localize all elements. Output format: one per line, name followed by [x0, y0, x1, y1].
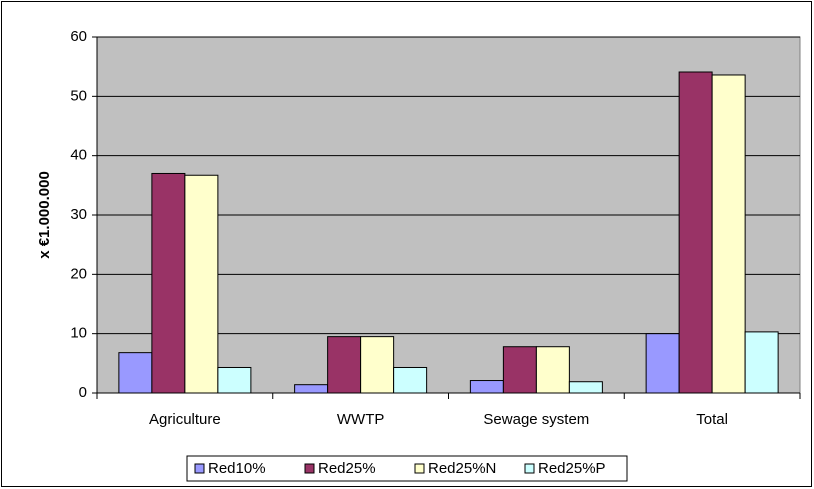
legend-label: Red25%N	[428, 460, 496, 477]
x-tick-label: Agriculture	[149, 411, 221, 428]
legend-swatch	[414, 463, 425, 474]
bar	[327, 336, 362, 394]
y-tick-label: 50	[70, 87, 87, 104]
y-tick-label: 10	[70, 325, 87, 342]
bar	[217, 366, 252, 394]
y-tick-label: 20	[70, 265, 87, 282]
legend-box	[186, 455, 628, 482]
y-tick-label: 40	[70, 147, 87, 164]
bar	[678, 71, 713, 394]
legend-swatch	[524, 463, 535, 474]
legend-label: Red10%	[208, 460, 266, 477]
legend-label: Red25%P	[538, 460, 606, 477]
bar	[744, 331, 779, 394]
bar	[502, 346, 537, 394]
bar	[645, 333, 680, 394]
bar	[711, 74, 746, 394]
y-tick-label: 30	[70, 206, 87, 223]
y-tick-label: 0	[79, 384, 87, 401]
bar	[151, 172, 186, 394]
bar	[568, 381, 603, 394]
bar	[118, 352, 153, 394]
y-tick-label: 60	[70, 28, 87, 45]
bar	[360, 336, 395, 394]
x-tick-label: WWTP	[337, 411, 384, 428]
bar	[184, 174, 219, 394]
y-axis-label: x €1.000.000	[36, 171, 53, 259]
x-tick-label: Total	[696, 411, 728, 428]
legend-label: Red25%	[318, 460, 376, 477]
bar	[535, 346, 570, 394]
bar	[469, 380, 504, 394]
bar	[393, 366, 428, 394]
x-tick-label: Sewage system	[483, 411, 589, 428]
legend-swatch	[194, 463, 205, 474]
bar	[294, 384, 329, 394]
legend-swatch	[304, 463, 315, 474]
